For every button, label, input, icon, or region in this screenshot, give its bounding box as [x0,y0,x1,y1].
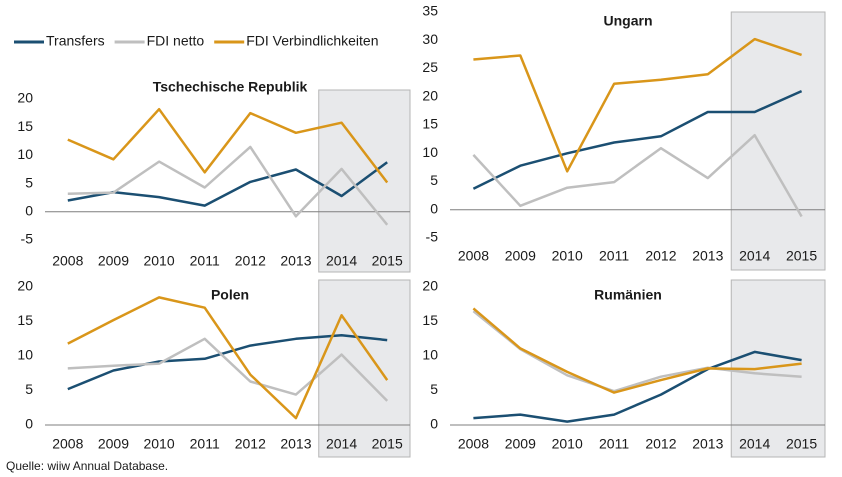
x-tick-label: 2013 [280,253,311,269]
x-tick-label: 2012 [235,253,266,269]
x-tick-label: 2009 [505,248,536,264]
source-note: Quelle: wiiw Annual Database. [6,459,168,473]
series-line [67,337,389,402]
x-tick-label: 2010 [552,248,583,264]
highlight-band [318,279,411,458]
series-line [67,145,389,226]
series-line [472,307,802,394]
x-tick-label: 2009 [98,253,129,269]
series-line [67,296,389,420]
x-tick-label: 2009 [98,436,129,452]
x-tick-label: 2012 [645,436,676,452]
panel-title: Ungarn [604,13,653,29]
x-tick-label: 2008 [458,436,489,452]
series-line [67,107,389,184]
y-tick-label: 0 [25,203,33,219]
y-tick-label: -5 [21,231,34,247]
y-tick-label: 0 [430,200,438,216]
x-tick-label: 2010 [143,436,174,452]
y-tick-label: 20 [17,90,33,106]
y-tick-label: 0 [430,416,438,432]
x-tick-label: 2015 [372,436,403,452]
legend-label: FDI Verbindlichkeiten [246,33,378,49]
legend-label: FDI netto [147,33,205,49]
x-tick-label: 2009 [505,436,536,452]
x-tick-label: 2011 [190,436,220,452]
y-tick-label: 10 [17,146,33,162]
y-tick-label: 15 [17,312,33,328]
y-tick-label: 15 [17,118,33,134]
y-tick-label: 5 [430,381,438,397]
y-tick-label: 15 [422,312,438,328]
y-tick-label: 5 [430,172,438,188]
y-tick-label: -5 [426,229,439,245]
series-line [473,350,802,423]
panel-title: Polen [211,287,249,303]
series-line [67,334,388,391]
panel-title: Rumänien [594,287,662,303]
y-tick-label: 5 [25,174,33,190]
series-line [67,161,388,207]
x-tick-label: 2008 [52,253,83,269]
y-tick-label: 10 [17,347,33,363]
x-tick-label: 2014 [326,436,357,452]
y-tick-label: 20 [17,278,33,294]
y-tick-label: 30 [422,31,438,47]
x-tick-label: 2011 [190,253,220,269]
y-tick-label: 35 [422,3,438,19]
y-tick-label: 10 [422,347,438,363]
x-tick-label: 2015 [786,248,817,264]
x-tick-label: 2015 [786,436,817,452]
x-tick-label: 2011 [599,436,629,452]
y-tick-label: 20 [422,278,438,294]
x-tick-label: 2012 [645,248,676,264]
series-line [472,89,803,190]
x-tick-label: 2008 [458,248,489,264]
series-line [473,37,802,173]
y-tick-label: 5 [25,381,33,397]
x-tick-label: 2014 [326,253,357,269]
y-tick-label: 10 [422,144,438,160]
x-tick-label: 2008 [52,436,83,452]
x-tick-label: 2013 [692,248,723,264]
x-tick-label: 2013 [280,436,311,452]
y-tick-label: 0 [25,416,33,432]
x-tick-label: 2011 [599,248,629,264]
series-line [472,133,803,218]
highlight-band [318,89,411,273]
legend-label: Transfers [46,33,105,49]
y-tick-label: 25 [422,59,438,75]
y-tick-label: 15 [422,116,438,132]
y-tick-label: 20 [422,87,438,103]
x-tick-label: 2013 [692,436,723,452]
x-tick-label: 2010 [552,436,583,452]
x-tick-label: 2014 [739,248,770,264]
highlight-band [730,11,826,271]
x-tick-label: 2015 [372,253,403,269]
x-tick-label: 2010 [143,253,174,269]
x-tick-label: 2014 [739,436,770,452]
x-tick-label: 2012 [235,436,266,452]
panel-title: Tschechische Republik [153,79,308,95]
